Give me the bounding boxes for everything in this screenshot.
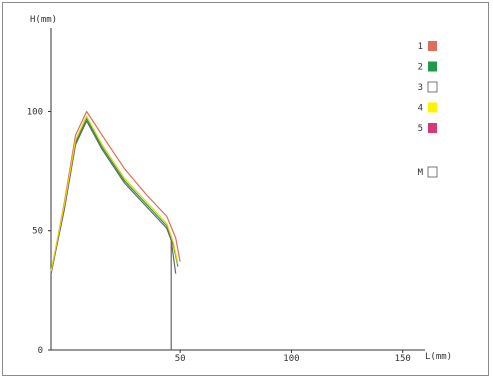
- x-tick-label: 150: [395, 354, 411, 364]
- legend-swatch-1: [428, 41, 437, 51]
- series-group: [50, 110, 181, 351]
- legend-label-5: 5: [418, 124, 423, 134]
- y-tick-label: 100: [27, 107, 43, 117]
- legend-label-2: 2: [418, 63, 423, 73]
- axes: [50, 28, 425, 351]
- x-tick-label: 100: [283, 354, 299, 364]
- legend-label-1: 1: [418, 42, 423, 52]
- ticks: 50 100 150 0 50 100: [27, 107, 411, 364]
- series-line-3: [50, 120, 177, 351]
- legend: 1 2 3 4 5 M: [418, 41, 438, 178]
- legend-swatch-5: [428, 123, 437, 133]
- legend-swatch-4: [428, 102, 437, 113]
- y-tick-label: 0: [38, 346, 43, 356]
- series-line-1: [50, 110, 181, 274]
- series-line-2: [50, 117, 179, 274]
- legend-swatch-M: [427, 166, 438, 178]
- legend-label-M: M: [418, 168, 424, 178]
- legend-swatch-2: [428, 61, 437, 72]
- x-tick-label: 50: [175, 354, 186, 364]
- legend-swatch-3: [427, 81, 438, 93]
- series-line-4: [50, 115, 179, 272]
- legend-label-3: 3: [418, 83, 423, 93]
- y-tick-label: 50: [32, 227, 43, 237]
- x-axis-label: L(mm): [425, 352, 452, 362]
- chart-frame: [2, 2, 489, 376]
- y-axis-label: H(mm): [30, 15, 57, 25]
- legend-label-4: 4: [418, 104, 423, 114]
